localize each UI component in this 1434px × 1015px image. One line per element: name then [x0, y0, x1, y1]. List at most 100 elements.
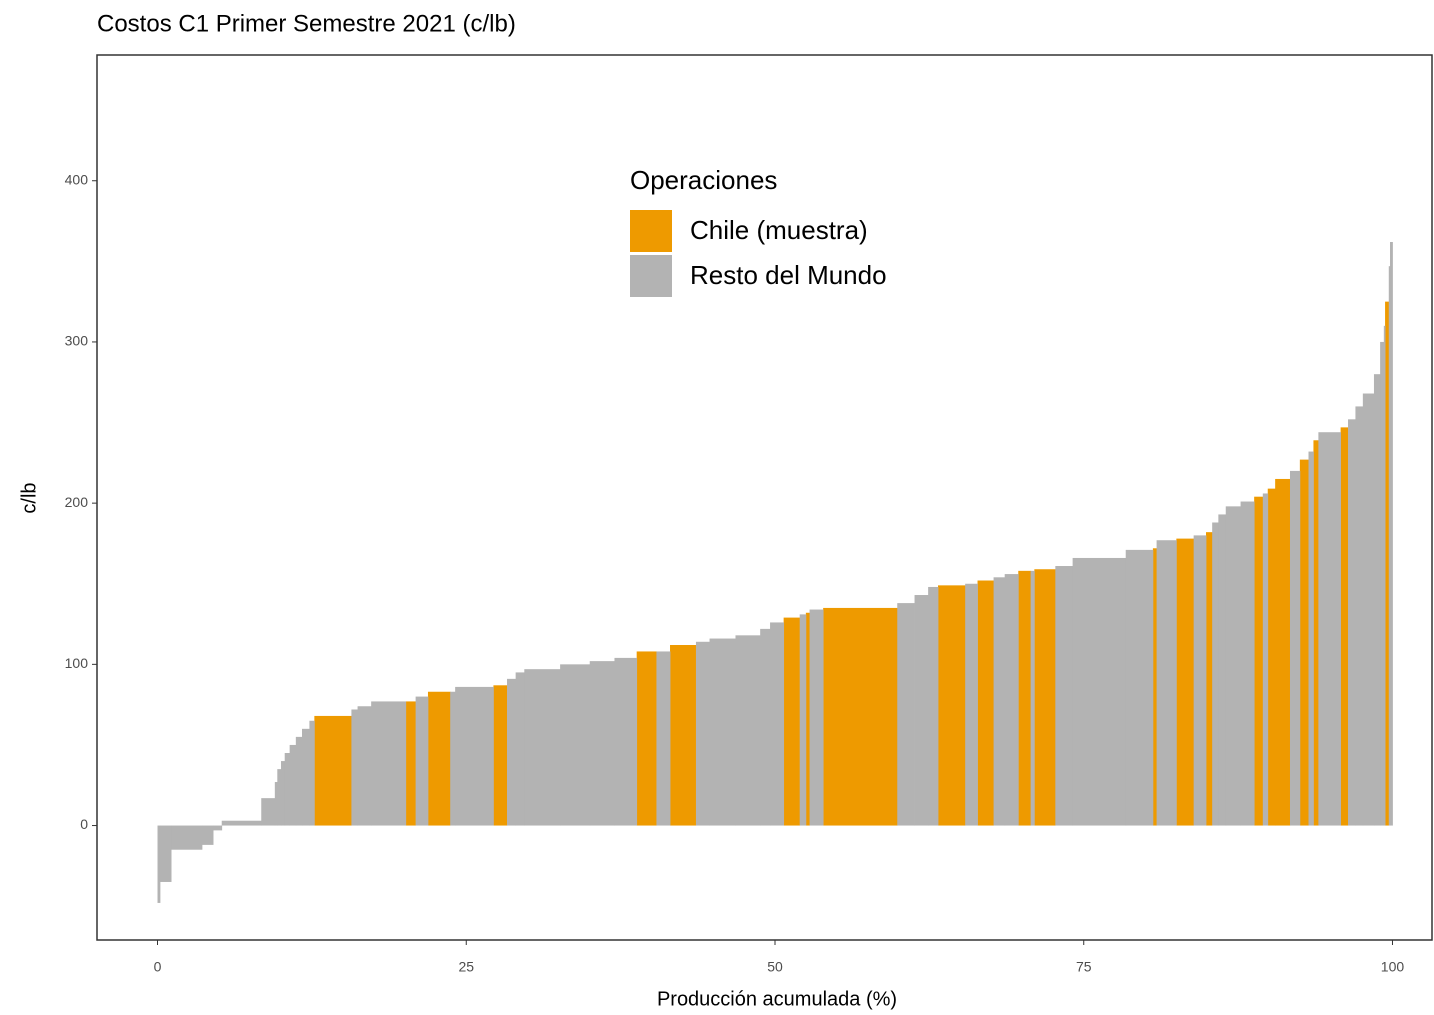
- bar: [809, 609, 824, 826]
- bar: [1034, 569, 1056, 826]
- bar: [1072, 557, 1127, 826]
- bar: [493, 685, 508, 826]
- x-tick-label: 50: [767, 959, 783, 975]
- bar: [201, 825, 214, 845]
- bar: [351, 709, 358, 826]
- bar: [783, 617, 801, 826]
- bar: [760, 628, 771, 826]
- bar: [770, 622, 785, 826]
- bar: [314, 715, 352, 826]
- bar: [1308, 451, 1314, 826]
- bar: [1313, 440, 1319, 826]
- bar: [695, 641, 710, 826]
- bar: [1152, 548, 1158, 826]
- bar: [1018, 570, 1032, 826]
- bar: [371, 701, 407, 826]
- bar: [977, 580, 994, 826]
- y-tick-label: 0: [80, 816, 88, 832]
- bar: [309, 720, 315, 826]
- bar: [914, 595, 929, 826]
- bar: [427, 691, 451, 826]
- y-tick-label: 200: [65, 494, 89, 510]
- bar: [455, 686, 494, 826]
- bar: [171, 825, 203, 850]
- bar: [709, 638, 736, 826]
- bar: [289, 744, 297, 826]
- legend-key: [630, 255, 672, 297]
- bar: [284, 753, 291, 826]
- bar: [357, 706, 372, 826]
- x-tick-label: 25: [458, 959, 474, 975]
- bar: [1380, 341, 1385, 826]
- bar: [261, 798, 276, 826]
- bar: [1156, 540, 1177, 826]
- legend-label: Resto del Mundo: [690, 260, 887, 290]
- bar: [507, 678, 517, 826]
- bar: [1176, 538, 1195, 826]
- y-axis-title: c/lb: [18, 482, 40, 513]
- bar: [1240, 501, 1255, 826]
- bar: [1362, 393, 1375, 826]
- bar: [277, 769, 282, 826]
- bar: [221, 820, 262, 826]
- bar: [1340, 427, 1349, 826]
- bar: [993, 577, 1006, 826]
- bar: [1383, 325, 1386, 826]
- bar: [1030, 570, 1035, 826]
- bar: [515, 672, 525, 826]
- bar: [670, 645, 697, 826]
- bar: [897, 603, 915, 826]
- chart-title: Costos C1 Primer Semestre 2021 (c/lb): [97, 10, 516, 37]
- bar: [823, 607, 898, 826]
- bar: [1225, 506, 1241, 826]
- bar: [1206, 532, 1213, 826]
- x-axis-title: Producción acumulada (%): [657, 988, 897, 1010]
- bar: [1218, 514, 1227, 826]
- bar: [302, 728, 310, 826]
- bar: [281, 761, 286, 826]
- legend-label: Chile (muestra): [690, 215, 868, 245]
- bar: [965, 583, 978, 826]
- bar: [928, 586, 939, 826]
- bar: [1318, 432, 1342, 826]
- bar: [415, 696, 429, 826]
- bar: [805, 612, 810, 826]
- bar: [159, 825, 172, 882]
- bar: [1212, 522, 1219, 826]
- bar: [1388, 266, 1391, 826]
- legend-title: Operaciones: [630, 165, 777, 195]
- bar: [1355, 406, 1364, 826]
- y-tick-label: 100: [65, 655, 89, 671]
- bar: [157, 825, 161, 903]
- bar: [589, 661, 615, 826]
- bar: [560, 664, 591, 826]
- bar: [1390, 241, 1393, 826]
- bar: [213, 825, 223, 831]
- x-tick-label: 75: [1076, 959, 1092, 975]
- panel-border: [96, 54, 1433, 941]
- bar: [799, 614, 807, 826]
- bar: [274, 782, 278, 826]
- bar: [295, 736, 303, 826]
- bar: [1275, 478, 1291, 826]
- bar: [1055, 566, 1074, 826]
- bar: [938, 585, 966, 826]
- bar: [614, 657, 638, 826]
- bar: [1004, 574, 1019, 826]
- bar: [735, 635, 761, 826]
- x-tick-label: 0: [154, 959, 162, 975]
- bar: [1289, 470, 1301, 826]
- bar: [450, 691, 456, 826]
- bar: [1348, 419, 1356, 826]
- x-tick-label: 100: [1381, 959, 1405, 975]
- legend-key: [630, 210, 672, 252]
- bar: [1193, 535, 1207, 826]
- bar: [1385, 301, 1390, 826]
- y-tick-label: 400: [65, 171, 89, 187]
- bar: [1125, 549, 1154, 826]
- bar: [636, 651, 657, 826]
- bar: [1373, 374, 1381, 826]
- bar: [1299, 459, 1309, 826]
- bar: [405, 701, 417, 826]
